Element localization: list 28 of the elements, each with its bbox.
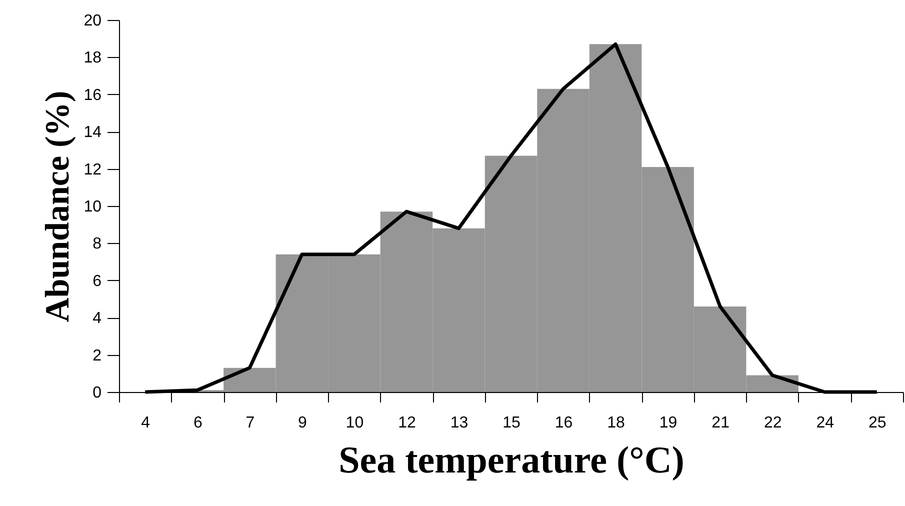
y-tick-label: 20 bbox=[84, 12, 102, 30]
x-tick-label: 4 bbox=[141, 414, 150, 432]
x-axis-title: Sea temperature (°C) bbox=[338, 440, 684, 482]
x-tick-label: 10 bbox=[346, 414, 364, 432]
x-tick-label: 9 bbox=[298, 414, 307, 432]
x-tick-label: 6 bbox=[193, 414, 202, 432]
y-tick-label: 10 bbox=[84, 198, 102, 216]
x-tick-label: 24 bbox=[816, 414, 834, 432]
x-tick-label: 7 bbox=[246, 414, 255, 432]
y-axis-title: Abundance (%) bbox=[40, 90, 77, 322]
x-tick-label: 19 bbox=[659, 414, 678, 432]
y-tick-label: 4 bbox=[92, 310, 102, 328]
y-tick-label: 6 bbox=[92, 272, 102, 290]
x-tick-label: 16 bbox=[554, 414, 573, 432]
x-tick-label: 18 bbox=[607, 414, 626, 432]
y-tick-label: 8 bbox=[92, 236, 102, 253]
x-tick-label: 22 bbox=[764, 414, 782, 432]
x-tick-label: 25 bbox=[868, 414, 886, 432]
y-tick-label: 14 bbox=[84, 124, 102, 142]
y-tick-label: 12 bbox=[84, 161, 102, 178]
y-tick-label: 18 bbox=[84, 50, 102, 67]
x-tick-label: 21 bbox=[712, 414, 730, 432]
y-tick-label: 0 bbox=[92, 384, 102, 402]
y-tick-label: 2 bbox=[92, 347, 102, 364]
x-tick-label: 15 bbox=[502, 414, 520, 432]
y-tick-label: 16 bbox=[84, 86, 102, 104]
x-tick-label: 12 bbox=[398, 414, 416, 432]
x-tick-label: 13 bbox=[450, 414, 468, 432]
